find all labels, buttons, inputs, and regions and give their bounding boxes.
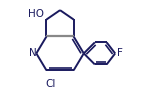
Text: F: F [117,48,123,58]
Text: HO: HO [28,9,44,19]
Text: N: N [28,48,36,58]
Text: Cl: Cl [46,79,56,89]
